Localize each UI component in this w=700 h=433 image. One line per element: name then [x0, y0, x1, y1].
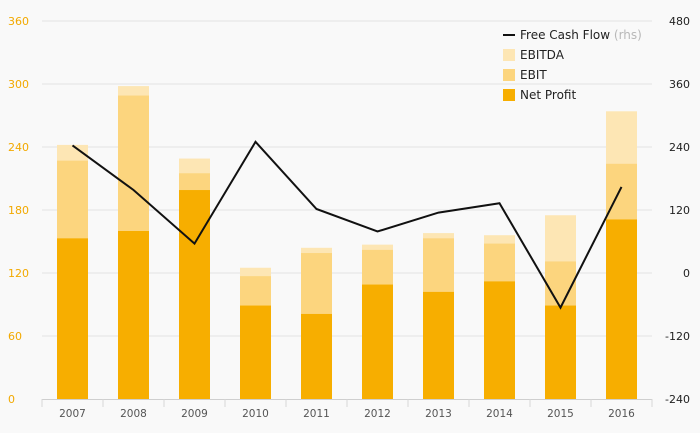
bar-series-net-profit: [57, 190, 637, 399]
bar: [545, 305, 576, 399]
legend-item: EBIT: [503, 68, 547, 82]
y-right-tick-label: 0: [683, 267, 690, 280]
x-tick-label: 2013: [425, 408, 452, 420]
y-left-tick-label: 60: [8, 330, 22, 343]
y-left-tick-label: 180: [8, 204, 29, 217]
legend-item: Free Cash Flow (rhs): [503, 28, 642, 42]
legend-label: EBITDA: [520, 48, 565, 62]
legend-item: Net Profit: [503, 88, 576, 102]
y-left-tick-label: 360: [8, 15, 29, 28]
y-right-tick-label: -120: [665, 330, 690, 343]
legend-label: EBIT: [520, 68, 547, 82]
y-right-tick-label: -240: [665, 393, 690, 406]
legend-swatch: [503, 89, 515, 101]
legend-label: Net Profit: [520, 88, 576, 102]
x-tick-label: 2012: [364, 408, 391, 420]
legend-label: Free Cash Flow (rhs): [520, 28, 642, 42]
legend: Free Cash Flow (rhs) EBITDA EBIT Net Prof…: [503, 28, 642, 102]
y-right-tick-label: 360: [669, 78, 690, 91]
y-left-tick-label: 240: [8, 141, 29, 154]
y-right-tick-label: 120: [669, 204, 690, 217]
bar: [484, 281, 515, 399]
legend-item: EBITDA: [503, 48, 565, 62]
bar: [301, 313, 332, 399]
x-tick-label: 2016: [608, 408, 635, 420]
y-right-tick-label: 240: [669, 141, 690, 154]
x-tick-label: 2011: [303, 408, 330, 420]
bar: [118, 231, 149, 399]
bars: [57, 86, 637, 400]
x-tick-label: 2007: [59, 408, 86, 420]
x-tick-label: 2015: [547, 408, 574, 420]
x-tick-label: 2010: [242, 408, 269, 420]
bar: [240, 305, 271, 399]
legend-label-suffix: (rhs): [614, 28, 642, 42]
y-left-tick-label: 300: [8, 78, 29, 91]
y-left-tick-label: 0: [8, 393, 15, 406]
legend-swatch: [503, 49, 515, 61]
legend-swatch: [503, 69, 515, 81]
bar: [606, 219, 637, 399]
bar: [362, 284, 393, 399]
x-tick-label: 2008: [120, 408, 147, 420]
line-series: [71, 140, 623, 310]
y-left-tick-label: 120: [8, 267, 29, 280]
bar: [423, 291, 454, 399]
axes: 0 60 120 180 240 300 360 -240 -120 0 120 240 360 480 2…: [8, 15, 690, 420]
x-tick-label: 2014: [486, 408, 513, 420]
bar: [179, 190, 210, 399]
x-tick-label: 2009: [181, 408, 208, 420]
line-free-cash-flow: [71, 140, 623, 310]
y-right-tick-label: 480: [669, 15, 690, 28]
bar: [57, 238, 88, 399]
